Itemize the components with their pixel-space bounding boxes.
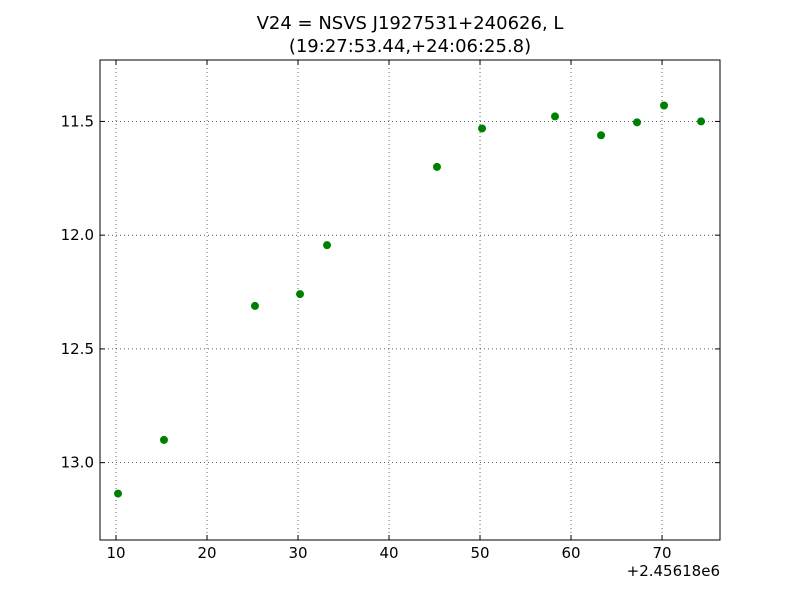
y-tick-label: 12.0 [61, 226, 94, 244]
data-point [597, 131, 606, 140]
data-point [432, 162, 441, 171]
data-point [250, 301, 259, 310]
data-point [697, 117, 706, 126]
data-point [633, 118, 642, 127]
x-tick-label: 60 [561, 544, 580, 562]
y-tick-label: 12.5 [61, 340, 94, 358]
plot-frame [99, 59, 721, 541]
data-point [114, 489, 123, 498]
data-point [478, 124, 487, 133]
data-point [551, 112, 560, 121]
chart-title: V24 = NSVS J1927531+240626, L [257, 13, 564, 34]
data-point [323, 241, 332, 250]
x-tick-label: 50 [470, 544, 489, 562]
y-tick-label: 11.5 [61, 112, 94, 130]
data-point [159, 435, 168, 444]
x-tick-label: 30 [288, 544, 307, 562]
chart-subtitle: (19:27:53.44,+24:06:25.8) [289, 36, 531, 57]
x-tick-label: 20 [197, 544, 216, 562]
y-tick-label: 13.0 [61, 454, 94, 472]
data-point [660, 101, 669, 110]
x-tick-label: 70 [652, 544, 671, 562]
x-offset-label: +2.45618e6 [627, 562, 720, 580]
x-tick-label: 10 [106, 544, 125, 562]
data-point [296, 290, 305, 299]
x-tick-label: 40 [379, 544, 398, 562]
